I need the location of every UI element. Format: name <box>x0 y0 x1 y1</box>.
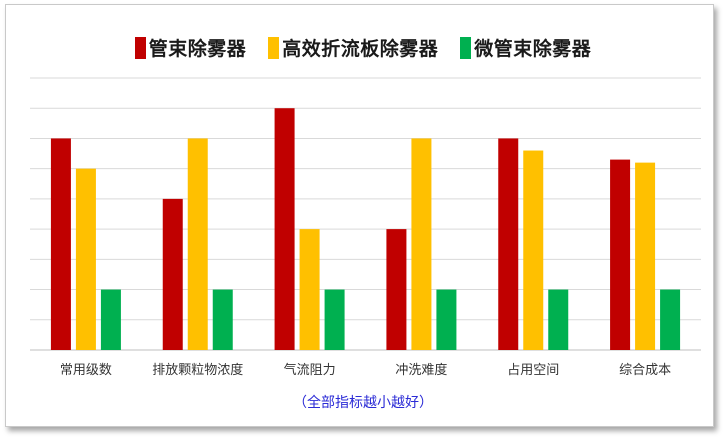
bar-1-5 <box>498 138 519 350</box>
x-tick-label: 常用级数 <box>60 363 112 378</box>
bar-3-3 <box>324 289 345 350</box>
legend-item-baffle: 高效折流板除雾器 <box>268 34 438 61</box>
bar-1-1 <box>50 138 71 350</box>
bar-2-3 <box>299 229 320 350</box>
bar-3-2 <box>212 289 233 350</box>
legend-item-micro-tube: 微管束除雾器 <box>460 34 591 61</box>
bar-1-4 <box>386 229 407 350</box>
legend-label-micro-tube: 微管束除雾器 <box>474 38 592 60</box>
bar-3-5 <box>548 289 569 350</box>
chart-legend: 管束除雾器 高效折流板除雾器 微管束除雾器 <box>0 34 726 61</box>
chart-frame <box>5 4 714 427</box>
bar-2-4 <box>411 138 432 350</box>
bar-2-1 <box>75 168 96 350</box>
bar-3-4 <box>436 289 457 350</box>
legend-item-tube-bundle: 管束除雾器 <box>134 34 247 61</box>
bar-2-5 <box>523 150 544 350</box>
bar-2-6 <box>635 162 656 350</box>
legend-swatch-tube-bundle <box>134 36 146 59</box>
x-tick-label: 综合成本 <box>619 363 671 378</box>
chart-annotation: （全部指标越小越好） <box>293 395 433 411</box>
x-tick-label: 排放颗粒物浓度 <box>152 362 243 378</box>
bar-3-6 <box>660 289 681 350</box>
x-tick-label: 冲洗难度 <box>395 362 447 378</box>
x-tick-label: 气流阻力 <box>284 362 336 378</box>
x-tick-label: 占用空间 <box>507 363 559 378</box>
legend-label-tube-bundle: 管束除雾器 <box>148 38 247 60</box>
legend-swatch-micro-tube <box>460 36 472 59</box>
bar-1-6 <box>610 159 631 350</box>
bar-3-1 <box>100 289 121 350</box>
bar-1-2 <box>162 198 183 350</box>
legend-swatch-baffle <box>268 36 280 59</box>
bar-2-2 <box>187 138 208 350</box>
bar-1-3 <box>274 108 295 350</box>
legend-label-baffle: 高效折流板除雾器 <box>282 38 439 60</box>
